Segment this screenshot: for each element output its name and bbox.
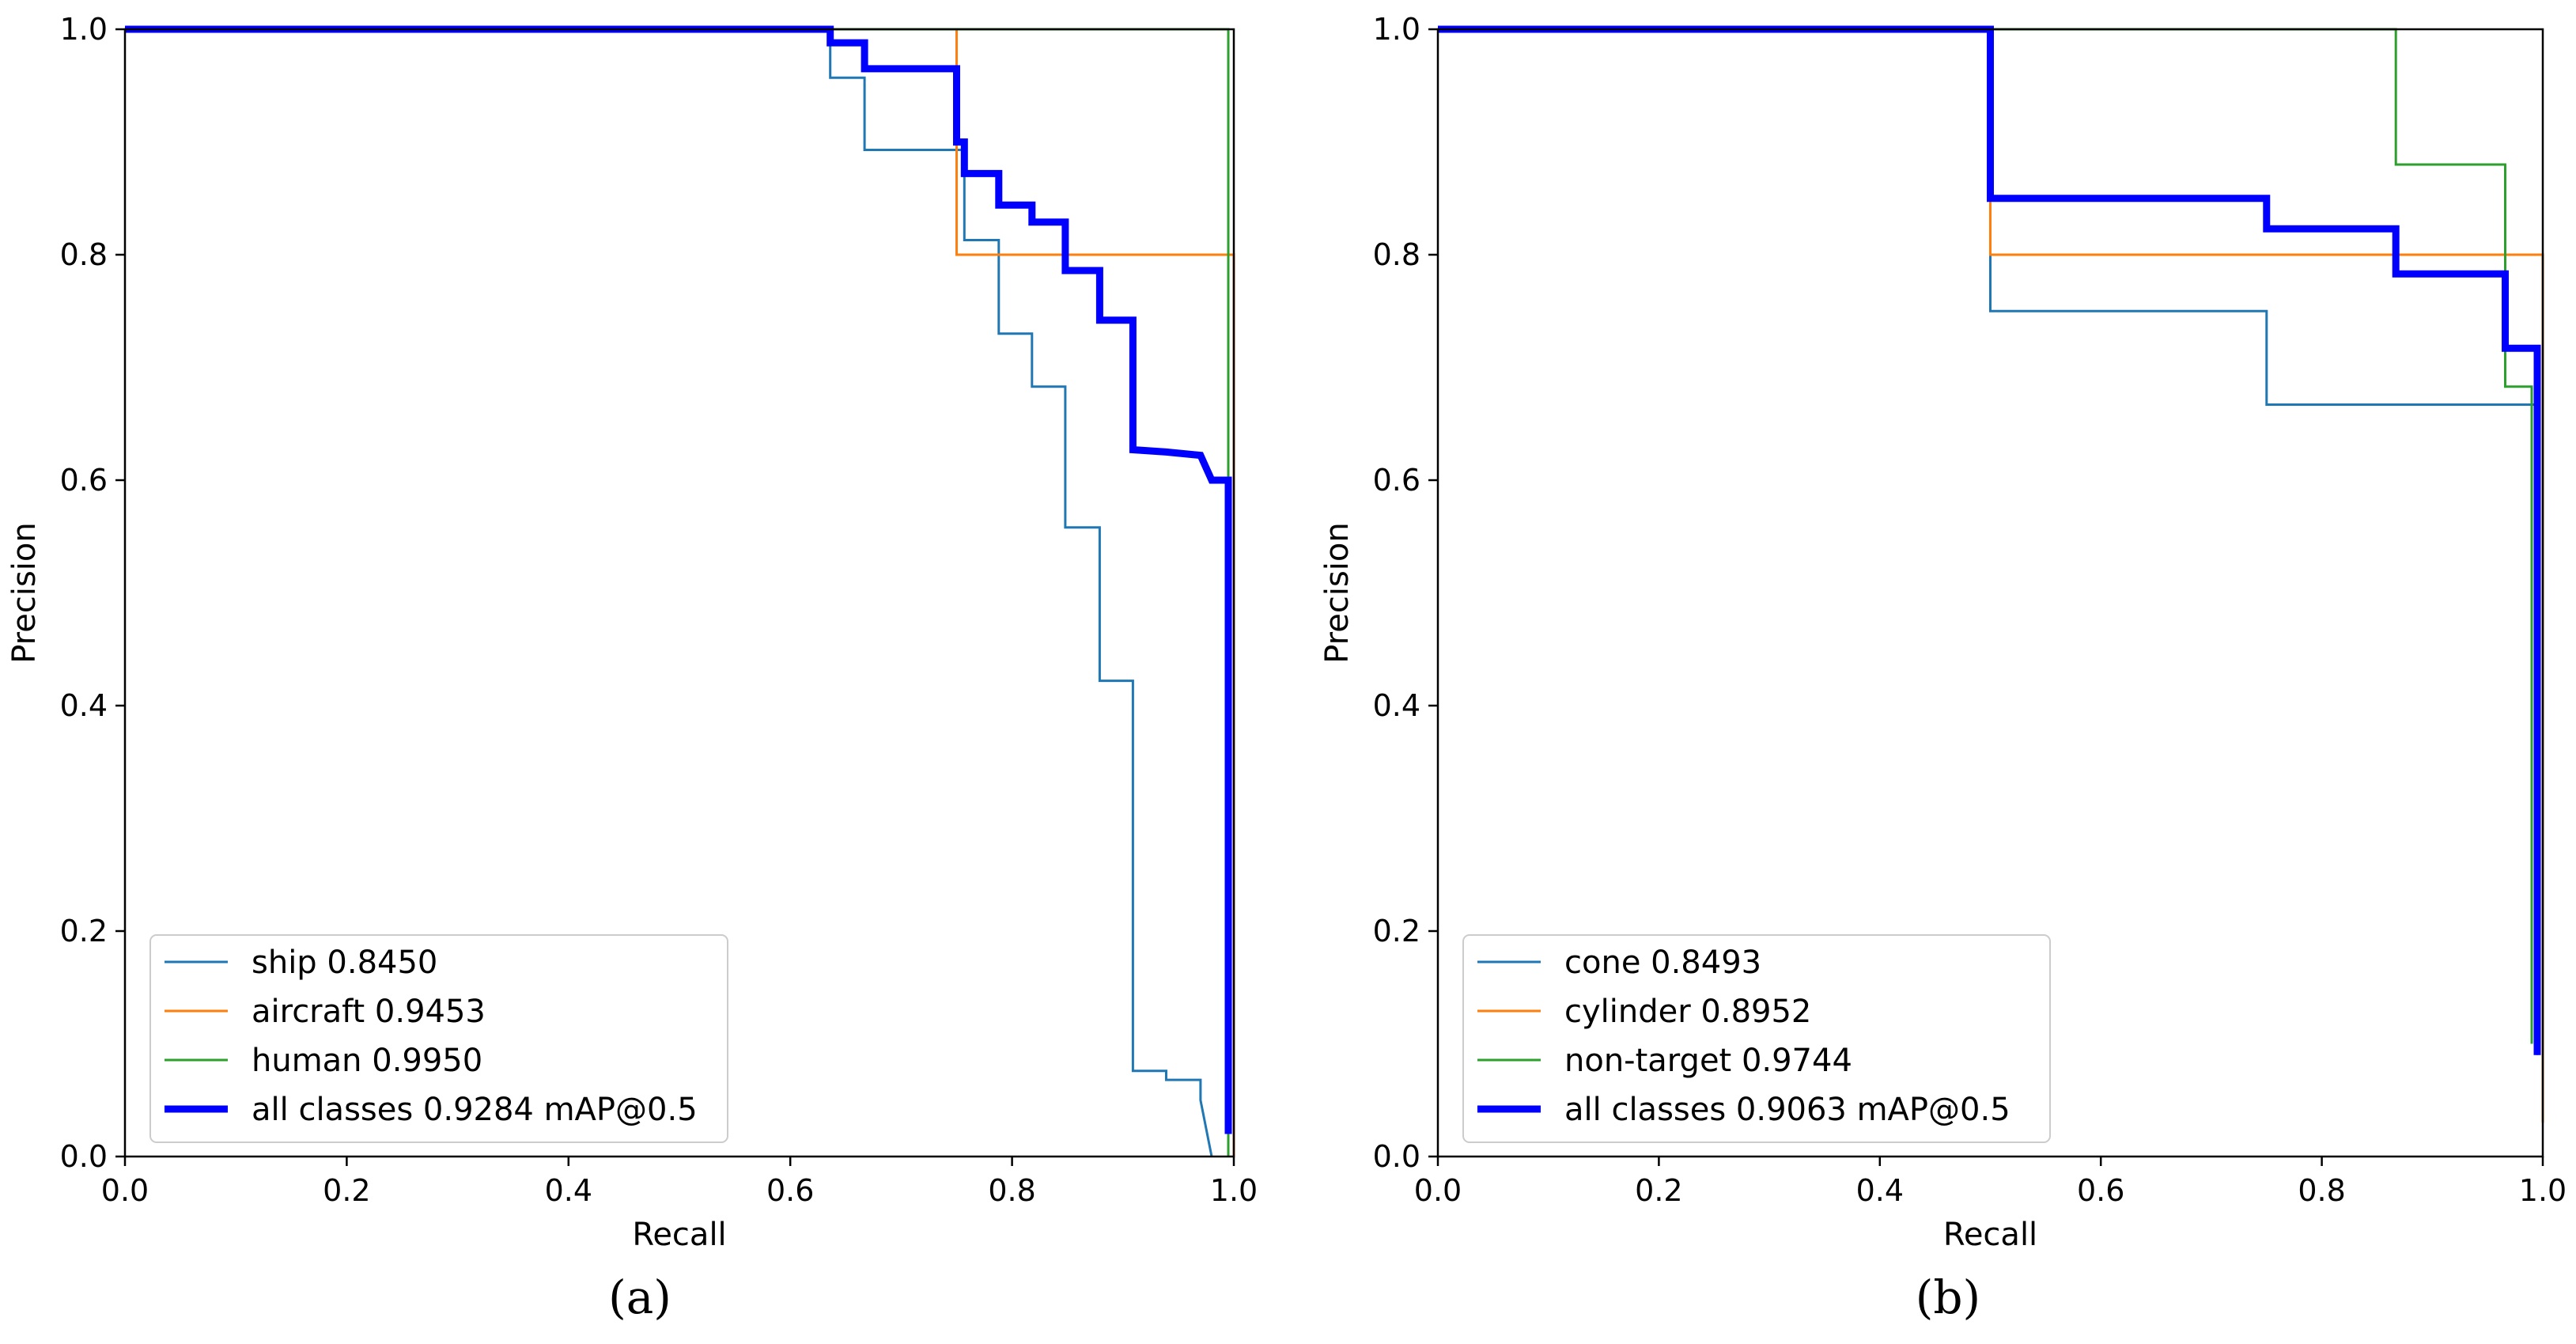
chart-panel-a: 0.0 0.2 0.4 0.6 0.8 1.0 0.0 0.2 0.4 0.6 0.8 1.0 Reca… [6, 12, 1258, 1324]
legend-box [1462, 934, 2051, 1143]
legend: cone 0.8493 cylinder 0.8952 non-target 0.9… [1462, 934, 2051, 1143]
x-tick-label: 0.2 [1635, 1173, 1682, 1208]
y-tick-label: 0.0 [60, 1139, 108, 1174]
legend-entry: all classes 0.9284 mAP@0.5 [252, 1092, 698, 1128]
x-tick-label: 0.6 [2077, 1173, 2124, 1208]
panel-caption: (b) [1916, 1270, 1980, 1324]
legend: ship 0.8450 aircraft 0.9453 human 0.9950 al… [149, 934, 728, 1143]
series-line-3 [125, 25, 1232, 1134]
x-tick-label: 0.6 [766, 1173, 814, 1208]
x-tick-label: 0.4 [1856, 1173, 1904, 1208]
y-tick-label: 0.4 [1373, 688, 1420, 723]
y-tick-label: 0.2 [60, 914, 108, 948]
plot-frame [1436, 28, 2544, 1158]
x-tick-label: 1.0 [1210, 1173, 1258, 1208]
plot-frame [123, 28, 1235, 1158]
panel-caption: (a) [608, 1270, 671, 1324]
y-tick-label: 0.0 [1373, 1139, 1420, 1174]
legend-entry: all classes 0.9063 mAP@0.5 [1564, 1092, 2010, 1128]
y-tick-label: 0.4 [60, 688, 108, 723]
y-axis-label: Precision [1319, 522, 1356, 663]
y-axis-label: Precision [6, 522, 43, 663]
x-tick-label: 0.4 [545, 1173, 592, 1208]
series-line-3 [1438, 25, 2541, 1055]
y-tick-label: 1.0 [1373, 12, 1420, 47]
x-tick-label: 0.0 [1414, 1173, 1462, 1208]
x-tick-label: 1.0 [2519, 1173, 2567, 1208]
legend-entry: non-target 0.9744 [1564, 1043, 1852, 1079]
series-line-0 [125, 28, 1213, 1157]
y-tick-label: 0.8 [1373, 237, 1420, 272]
legend-entry: cylinder 0.8952 [1564, 994, 1811, 1030]
x-tick-label: 0.8 [2298, 1173, 2345, 1208]
chart-panel-b: 0.0 0.2 0.4 0.6 0.8 1.0 0.0 0.2 0.4 0.6 0.8 1.0 Reca… [1319, 12, 2567, 1324]
legend-entry: cone 0.8493 [1564, 945, 1761, 981]
legend-entry: ship 0.8450 [252, 945, 437, 981]
x-axis-label: Recall [632, 1217, 726, 1253]
series-line-2 [1438, 28, 2533, 1044]
y-tick-label: 0.6 [60, 463, 108, 498]
y-tick-label: 0.6 [1373, 463, 1420, 498]
legend-box [149, 934, 728, 1143]
x-axis-label: Recall [1943, 1217, 2037, 1253]
y-tick-label: 0.8 [60, 237, 108, 272]
y-tick-label: 1.0 [60, 12, 108, 47]
y-tick-label: 0.2 [1373, 914, 1420, 948]
legend-entry: aircraft 0.9453 [252, 994, 486, 1030]
x-tick-label: 0.8 [988, 1173, 1035, 1208]
x-tick-label: 0.0 [101, 1173, 149, 1208]
legend-entry: human 0.9950 [252, 1043, 482, 1079]
x-tick-label: 0.2 [323, 1173, 370, 1208]
